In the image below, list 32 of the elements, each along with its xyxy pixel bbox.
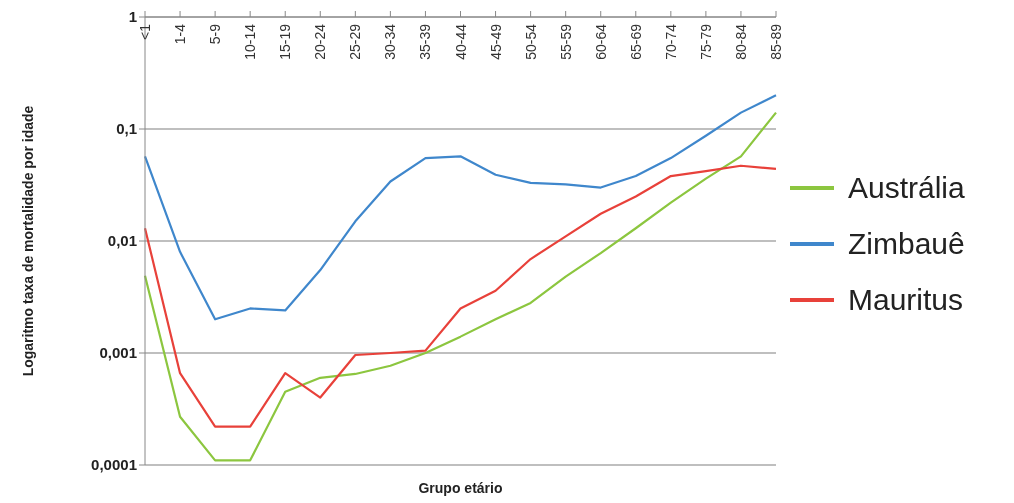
line-series [143, 111, 778, 462]
line-series [143, 164, 778, 428]
x-tick-label: <1 [137, 23, 153, 40]
x-tick-label: 10-14 [242, 23, 259, 60]
x-tick-label: 35-39 [417, 23, 434, 60]
y-tick-label: 0,1 [116, 120, 137, 138]
x-tick-label: 40-44 [452, 23, 469, 60]
x-tick-label: 5-9 [207, 23, 224, 45]
x-axis-title: Grupo etário [417, 480, 504, 496]
x-tick-label: 45-49 [487, 23, 504, 60]
legend-label: Mauritus [848, 283, 964, 317]
x-tick-label: 55-59 [557, 23, 574, 60]
x-tick-label: 85-89 [768, 23, 784, 60]
line-series [143, 94, 778, 321]
legend-label: Austrália [848, 171, 965, 205]
y-tick-label: 0,01 [107, 232, 137, 250]
x-tick-label: 70-74 [662, 23, 679, 60]
x-tick-label: 30-34 [382, 23, 399, 60]
y-tick-label: 1 [128, 8, 137, 26]
legend-label: Zimbauê [848, 227, 965, 261]
y-axis-title: Logaritmo taxa de mortalidade por idade [19, 105, 36, 377]
x-tick-label: 15-19 [277, 23, 294, 60]
x-tick-label: 50-54 [522, 23, 539, 60]
x-tick-label: 25-29 [347, 23, 364, 60]
x-tick-label: 65-69 [627, 23, 644, 60]
x-tick-label: 60-64 [592, 23, 609, 60]
x-tick-label: 20-24 [312, 23, 329, 60]
y-tick-label: 0,001 [99, 344, 137, 362]
x-tick-label: 1-4 [172, 23, 189, 45]
x-tick-label: 80-84 [732, 23, 749, 60]
y-tick-label: 0,0001 [91, 456, 137, 474]
x-tick-label: 75-79 [697, 23, 714, 60]
